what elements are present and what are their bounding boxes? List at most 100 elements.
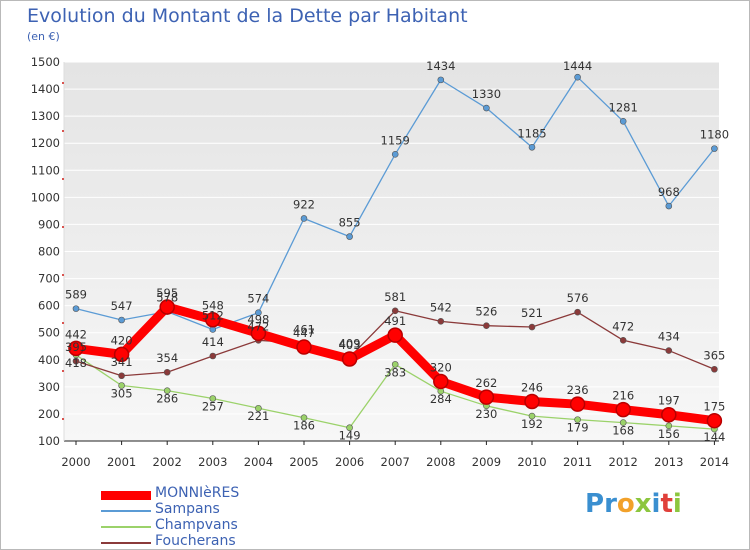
data-label: 595 — [156, 286, 178, 300]
data-label: 186 — [293, 419, 315, 433]
data-label: 354 — [156, 351, 178, 365]
data-label: 383 — [384, 365, 406, 379]
data-label: 526 — [475, 305, 497, 319]
y-tick-label: 700 — [38, 272, 60, 286]
x-tick-label: 2010 — [517, 455, 546, 469]
legend-label: Champvans — [155, 517, 238, 533]
data-label: 521 — [521, 306, 543, 320]
data-label: 1434 — [426, 59, 455, 73]
data-point — [391, 361, 399, 368]
data-label: 221 — [247, 409, 269, 423]
logo-letter: i — [672, 489, 682, 519]
data-point — [524, 393, 540, 410]
x-tick-label: 2008 — [426, 455, 455, 469]
data-label: 144 — [703, 430, 725, 444]
data-label: 434 — [658, 330, 680, 344]
logo-letter: o — [616, 489, 635, 519]
legend-swatch — [101, 490, 151, 500]
data-point — [661, 406, 677, 423]
data-point — [619, 117, 627, 125]
data-label: 257 — [202, 399, 224, 413]
y-tick-label: 1500 — [31, 55, 60, 69]
data-point — [478, 389, 495, 405]
data-label: 855 — [339, 216, 361, 230]
data-label: 320 — [430, 360, 452, 374]
data-point — [433, 373, 449, 390]
x-tick-label: 2006 — [335, 455, 364, 469]
legend-item: Champvans — [101, 517, 321, 535]
data-point — [68, 340, 84, 357]
data-point — [346, 424, 353, 432]
x-tick-label: 2014 — [700, 455, 729, 469]
data-point — [391, 151, 399, 158]
logo-letter: x — [634, 489, 652, 519]
series-group — [68, 73, 723, 433]
data-point — [72, 357, 80, 365]
data-label: 414 — [202, 335, 224, 349]
data-point — [205, 311, 221, 328]
data-label: 175 — [703, 400, 725, 414]
x-tick-label: 2003 — [198, 455, 227, 469]
data-label: 179 — [567, 421, 589, 435]
data-point — [437, 76, 445, 84]
y-tick-label: 800 — [38, 245, 60, 259]
data-label: 578 — [156, 291, 178, 305]
data-point — [296, 339, 312, 355]
data-point — [528, 412, 536, 420]
data-point — [391, 307, 399, 315]
chart-title: Evolution du Montant de la Dette par Hab… — [27, 5, 468, 27]
logo-letter: i — [651, 489, 661, 519]
x-tick-label: 2002 — [153, 455, 182, 469]
data-point — [209, 352, 217, 360]
data-point — [209, 395, 217, 402]
data-point — [118, 372, 125, 380]
y-minor-tick — [62, 226, 64, 228]
data-label: 1444 — [563, 59, 592, 73]
data-point — [341, 351, 358, 367]
data-point — [250, 325, 267, 342]
data-label: 197 — [658, 394, 680, 408]
legend-item: MONNIèRES — [101, 485, 321, 503]
y-tick-label: 900 — [38, 217, 60, 231]
legend-swatch — [101, 542, 151, 544]
data-label: 1159 — [381, 133, 410, 147]
data-point — [483, 104, 490, 112]
legend-swatch — [101, 510, 151, 512]
data-point — [574, 73, 581, 81]
data-label: 576 — [567, 291, 589, 305]
data-point — [483, 322, 490, 329]
y-minor-tick — [62, 178, 64, 180]
data-label: 262 — [475, 376, 497, 390]
y-minor-tick — [62, 82, 64, 84]
logo-letter: r — [604, 489, 617, 519]
chart-unit: (en €) — [27, 30, 60, 43]
data-point — [665, 422, 673, 430]
legend-swatch — [101, 526, 151, 528]
x-tick-label: 2011 — [563, 455, 592, 469]
data-point — [118, 382, 125, 389]
data-point — [113, 346, 130, 363]
data-point — [300, 215, 308, 222]
data-label: 156 — [658, 427, 680, 441]
data-point — [528, 143, 536, 151]
data-label: 498 — [247, 312, 269, 326]
data-point — [665, 347, 673, 354]
y-tick-label: 1300 — [31, 109, 60, 123]
data-point — [619, 336, 627, 344]
data-point — [574, 308, 581, 316]
y-tick-label: 200 — [38, 407, 60, 421]
x-tick-label: 2012 — [609, 455, 638, 469]
data-label: 548 — [202, 299, 224, 313]
x-tick-label: 2007 — [381, 455, 410, 469]
data-point — [163, 387, 171, 394]
data-point — [118, 316, 125, 324]
data-label: 542 — [430, 300, 452, 314]
data-label: 395 — [65, 340, 87, 354]
y-minor-tick — [62, 370, 64, 372]
data-label: 574 — [247, 292, 269, 306]
y-tick-label: 400 — [38, 353, 60, 367]
data-point — [615, 401, 631, 418]
data-point — [665, 202, 673, 210]
data-point — [706, 412, 723, 429]
